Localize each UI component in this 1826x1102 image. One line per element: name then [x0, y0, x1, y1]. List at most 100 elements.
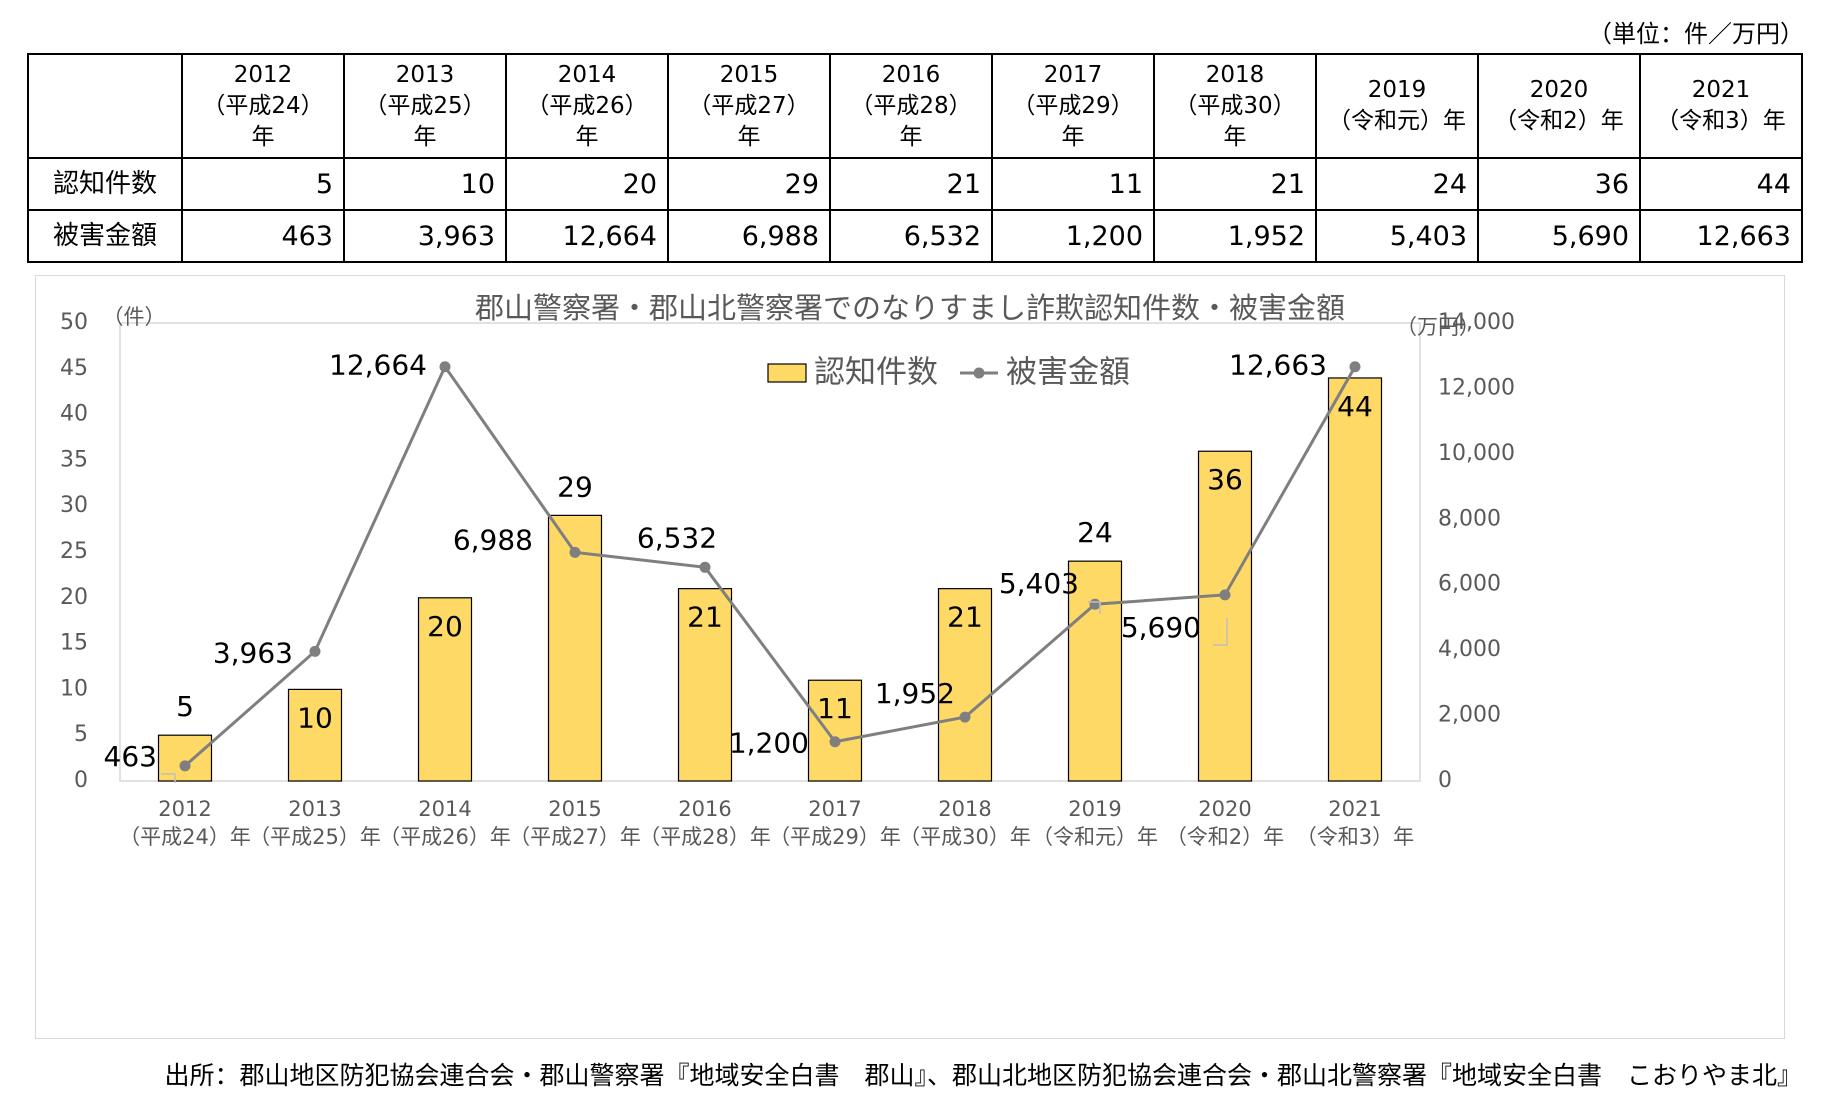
table-year-header: 2017 （平成29）年 [991, 53, 1155, 159]
bar [547, 514, 603, 782]
table-year-header: 2021 （令和3）年 [1639, 53, 1803, 159]
table-cell: 24 [1315, 157, 1479, 211]
table-era: （令和2）年 [1494, 108, 1624, 134]
table-cell: 21 [829, 157, 993, 211]
table-year: 2016 [881, 61, 941, 88]
bar-value-label: 29 [557, 470, 593, 503]
table-era: （平成29）年 [1012, 92, 1134, 150]
y-tick-right: 10,000 [1438, 441, 1515, 466]
table-year-header: 2015 （平成27）年 [667, 53, 831, 159]
y-tick-left: 20 [60, 585, 88, 610]
bar-value-label: 11 [817, 692, 853, 725]
bar [937, 588, 993, 782]
bar-value-label: 21 [687, 601, 723, 634]
bar-value-label: 24 [1077, 516, 1113, 549]
bar-value-label: 21 [947, 601, 983, 634]
table-header-row: 2012 （平成24）年 2013 （平成25）年 2014 （平成26）年 2015 （平成… [27, 53, 1803, 159]
table-cell: 3,963 [343, 209, 507, 263]
table-row-label: 認知件数 [27, 157, 183, 211]
table-corner-cell [27, 53, 183, 159]
table-year: 2014 [557, 61, 617, 88]
x-tick-label: 2020 [1198, 797, 1251, 821]
bar-value-label: 5 [176, 690, 194, 723]
table-year: 2019 [1367, 77, 1427, 103]
bar-value-label: 44 [1337, 390, 1373, 423]
table-cell: 6,988 [667, 209, 831, 263]
table-cell: 21 [1153, 157, 1317, 211]
bar [1197, 450, 1253, 782]
line-value-label: 5,403 [999, 567, 1079, 600]
x-tick-label: 2015 [548, 797, 601, 821]
table-year-header: 2012 （平成24）年 [181, 53, 345, 159]
line-point [1089, 598, 1101, 610]
series-line [184, 363, 1357, 767]
line-value-label: 12,663 [1229, 349, 1327, 382]
bar-value-label: 10 [297, 701, 333, 734]
y-tick-left: 35 [60, 447, 88, 472]
bar-value-label: 36 [1207, 463, 1243, 496]
x-tick-sublabel: （平成28）年 [639, 825, 771, 849]
table-era: （平成25）年 [364, 92, 486, 150]
y-axis-left-label: （件） [103, 305, 166, 329]
bar [677, 588, 733, 782]
line-point [959, 711, 971, 723]
y-tick-left: 15 [60, 631, 88, 656]
line-point [569, 546, 581, 558]
table-era: （平成24）年 [202, 92, 324, 150]
y-tick-left: 5 [74, 722, 88, 747]
x-tick-sublabel: （平成26）年 [379, 825, 511, 849]
table-cell: 12,663 [1639, 209, 1803, 263]
line-value-label: 3,963 [213, 636, 293, 669]
table-cell: 1,200 [991, 209, 1155, 263]
x-tick-sublabel: （平成29）年 [769, 825, 901, 849]
table-era: （平成26）年 [526, 92, 648, 150]
table-year: 2015 [719, 61, 779, 88]
legend-bar-swatch [767, 363, 807, 383]
line-value-label: 6,988 [453, 523, 533, 556]
line-value-label: 12,664 [329, 349, 427, 382]
table-cell: 5,403 [1315, 209, 1479, 263]
table-year-header: 2019 （令和元）年 [1315, 53, 1479, 159]
line-value-label: 5,690 [1121, 611, 1201, 644]
table-year-header: 2014 （平成26）年 [505, 53, 669, 159]
table-era: （平成30）年 [1174, 92, 1296, 150]
table-cell: 29 [667, 157, 831, 211]
x-tick-sublabel: （平成24）年 [119, 825, 251, 849]
table-year-header: 2016 （平成28）年 [829, 53, 993, 159]
y-tick-left: 10 [60, 676, 88, 701]
line-point [1219, 589, 1231, 601]
bar [417, 597, 473, 782]
y-tick-right: 12,000 [1438, 375, 1515, 400]
table-year: 2018 [1205, 61, 1265, 88]
y-tick-left: 50 [60, 310, 88, 335]
x-tick-sublabel: （令和元）年 [1032, 825, 1158, 849]
table-row: 認知件数 5 10 20 29 21 11 21 24 36 44 [27, 157, 1803, 211]
x-tick-label: 2012 [158, 797, 211, 821]
line-point [179, 760, 191, 772]
table-year: 2017 [1043, 61, 1103, 88]
bar [287, 688, 343, 782]
table-cell: 5 [181, 157, 345, 211]
line-point [439, 361, 451, 373]
table-cell: 44 [1639, 157, 1803, 211]
table-year-header: 2020 （令和2）年 [1477, 53, 1641, 159]
y-tick-right: 0 [1438, 768, 1452, 793]
table-year-header: 2018 （平成30）年 [1153, 53, 1317, 159]
x-tick-sublabel: （令和2）年 [1166, 825, 1284, 849]
data-table: 2012 （平成24）年 2013 （平成25）年 2014 （平成26）年 2015 （平成… [27, 53, 1803, 263]
legend-label: 認知件数 [814, 355, 938, 391]
table-cell: 20 [505, 157, 669, 211]
leader-line [161, 773, 176, 783]
table-era: （平成28）年 [850, 92, 972, 150]
y-tick-right: 4,000 [1438, 637, 1501, 662]
bar [1327, 377, 1383, 782]
y-tick-left: 0 [74, 768, 88, 793]
bar [1067, 560, 1123, 782]
table-year: 2020 [1529, 77, 1589, 103]
table-era: （令和3）年 [1656, 108, 1786, 134]
legend-label: 被害金額 [1006, 355, 1130, 391]
line-value-label: 1,200 [729, 727, 809, 760]
table-cell: 12,664 [505, 209, 669, 263]
combo-chart: 郡山警察署・郡山北警察署でのなりすまし詐欺認知件数・被害金額 （件） （万円） 0 5 1… [60, 291, 1515, 849]
source-note: 出所：郡山地区防犯協会連合会・郡山警察署『地域安全白書 郡山』、郡山北地区防犯協… [164, 1061, 1802, 1090]
